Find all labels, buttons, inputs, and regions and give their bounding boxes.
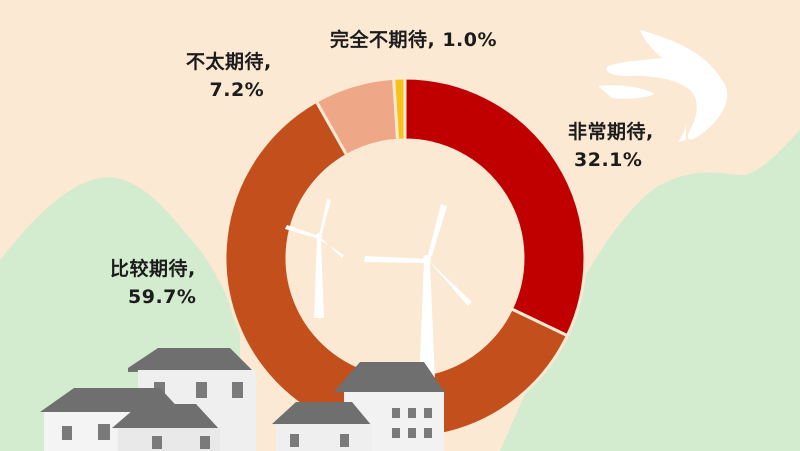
label-very-expecting: 非常期待, 32.1% — [568, 118, 654, 174]
label-fairly-expecting: 比较期待, 59.7% — [110, 255, 196, 311]
label-notatall-text: 完全不期待, 1.0% — [330, 29, 498, 51]
swallow-bird — [598, 30, 728, 142]
label-completely-not-expecting: 完全不期待, 1.0% — [330, 26, 497, 54]
label-very-name: 非常期待, — [568, 121, 654, 143]
label-very-pct: 32.1% — [574, 149, 643, 171]
wind-turbine — [285, 199, 344, 318]
donut-chart — [223, 76, 587, 440]
label-fairly-pct: 59.7% — [128, 286, 197, 308]
label-fairly-name: 比较期待, — [110, 258, 196, 280]
slice-not-at-all-expecting — [392, 76, 407, 142]
wind-turbine — [364, 204, 472, 382]
label-notvery-pct: 7.2% — [209, 79, 265, 101]
label-notvery-name: 不太期待, — [186, 51, 272, 73]
slice-very-expecting — [403, 76, 587, 338]
village-houses — [40, 348, 446, 451]
label-not-very-expecting: 不太期待, 7.2% — [186, 48, 272, 104]
